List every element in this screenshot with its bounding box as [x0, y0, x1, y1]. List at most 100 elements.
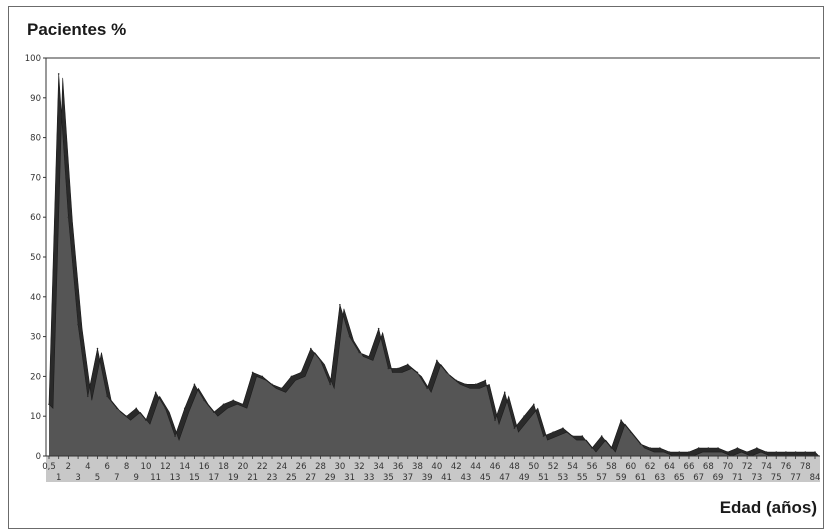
x-tick-label-63: 63	[654, 473, 665, 483]
x-tick-label-26: 26	[296, 462, 307, 472]
data-point-38	[416, 371, 419, 374]
data-point-30	[339, 303, 341, 306]
x-tick-label-52: 52	[548, 462, 559, 472]
data-point-47	[503, 391, 506, 394]
x-tick-label-65: 65	[674, 473, 685, 483]
x-tick-label-31: 31	[344, 473, 355, 483]
data-point-28	[319, 359, 322, 362]
x-tick-label-44: 44	[470, 462, 481, 472]
x-tick-label-22: 22	[257, 462, 268, 472]
x-tick-label-24: 24	[276, 462, 287, 472]
data-point-23	[271, 383, 273, 386]
data-point-61	[639, 443, 642, 445]
x-axis-band-bg	[46, 456, 820, 482]
data-point-55	[581, 435, 584, 437]
y-axis-ticks: 0 10 20 30 40 50 60 70 80 90 100	[25, 54, 46, 462]
x-tick-label-47: 47	[499, 473, 510, 483]
data-point-53	[562, 427, 564, 429]
data-point-73	[756, 447, 758, 449]
data-point-12	[164, 407, 167, 410]
data-point-78	[804, 451, 807, 453]
x-tick-label-36: 36	[393, 462, 404, 472]
data-point-27	[309, 347, 312, 350]
data-point-76	[785, 451, 787, 453]
data-point-11	[154, 391, 157, 394]
data-point-21	[251, 371, 254, 374]
x-tick-label-69: 69	[713, 473, 724, 483]
data-point-37	[406, 363, 409, 366]
x-tick-label-75: 75	[771, 473, 782, 483]
data-point-49	[523, 415, 525, 418]
data-point-18	[222, 403, 225, 406]
data-point-5	[96, 347, 99, 350]
data-point-56	[591, 447, 593, 449]
x-tick-label-46: 46	[490, 462, 501, 472]
data-point-59	[620, 419, 622, 421]
x-tick-label-7: 7	[114, 473, 119, 483]
data-point-8	[125, 415, 128, 418]
data-point-15	[193, 383, 196, 386]
x-tick-label-0,5: 0,5	[42, 462, 56, 472]
x-tick-label-57: 57	[596, 473, 607, 483]
data-point-22	[261, 375, 264, 378]
x-tick-label-6: 6	[104, 462, 109, 472]
data-point-58	[610, 447, 613, 449]
data-point-25	[290, 375, 293, 378]
data-point-24	[280, 387, 283, 390]
x-tick-label-54: 54	[567, 462, 578, 472]
x-tick-label-62: 62	[645, 462, 656, 472]
data-point-74	[765, 451, 768, 453]
data-point-0,5	[48, 403, 50, 406]
x-tick-label-28: 28	[315, 462, 326, 472]
x-tick-label-34: 34	[373, 462, 384, 472]
x-tick-label-12: 12	[160, 462, 171, 472]
x-tick-label-58: 58	[606, 462, 617, 472]
x-tick-label-68: 68	[703, 462, 714, 472]
y-tick-label-80: 80	[30, 134, 41, 144]
x-tick-label-39: 39	[422, 473, 433, 483]
data-point-36	[397, 367, 399, 370]
x-tick-label-11: 11	[150, 473, 161, 483]
data-point-14	[183, 407, 186, 410]
data-point-48	[513, 427, 516, 429]
data-point-19	[232, 399, 235, 402]
data-point-72	[746, 451, 748, 453]
y-tick-label-10: 10	[30, 412, 41, 422]
data-point-17	[213, 411, 215, 414]
y-tick-label-60: 60	[30, 213, 41, 223]
x-tick-label-25: 25	[286, 473, 297, 483]
chart-title: Pacientes %	[27, 20, 127, 39]
data-point-60	[629, 431, 632, 433]
x-tick-label-48: 48	[509, 462, 520, 472]
x-tick-label-40: 40	[431, 462, 442, 472]
data-point-41	[445, 371, 448, 374]
data-point-32	[358, 351, 361, 354]
data-point-57	[600, 435, 603, 437]
data-point-16	[203, 399, 205, 402]
data-point-20	[242, 403, 244, 406]
data-point-6	[106, 395, 108, 398]
data-point-26	[300, 371, 302, 374]
x-tick-label-21: 21	[247, 473, 258, 483]
x-tick-label-64: 64	[664, 462, 675, 472]
x-axis-ticks: 0,51234567891011121314151617181920212223…	[42, 456, 820, 483]
data-point-40	[436, 359, 438, 362]
y-tick-label-90: 90	[30, 94, 41, 104]
x-axis-title: Edad (años)	[719, 498, 817, 517]
x-tick-label-72: 72	[742, 462, 753, 472]
data-point-3	[77, 323, 79, 326]
data-point-84	[814, 451, 816, 453]
x-tick-label-9: 9	[134, 473, 139, 483]
data-point-63	[659, 447, 661, 449]
x-tick-label-19: 19	[228, 473, 239, 483]
x-tick-label-71: 71	[732, 473, 743, 483]
x-tick-label-29: 29	[325, 473, 336, 483]
data-point-10	[145, 419, 147, 421]
data-point-64	[668, 451, 671, 453]
x-tick-label-32: 32	[354, 462, 365, 472]
x-tick-label-3: 3	[75, 473, 80, 483]
x-tick-label-45: 45	[480, 473, 491, 483]
x-axis-band	[46, 456, 820, 482]
x-tick-label-50: 50	[528, 462, 539, 472]
x-tick-label-20: 20	[238, 462, 249, 472]
